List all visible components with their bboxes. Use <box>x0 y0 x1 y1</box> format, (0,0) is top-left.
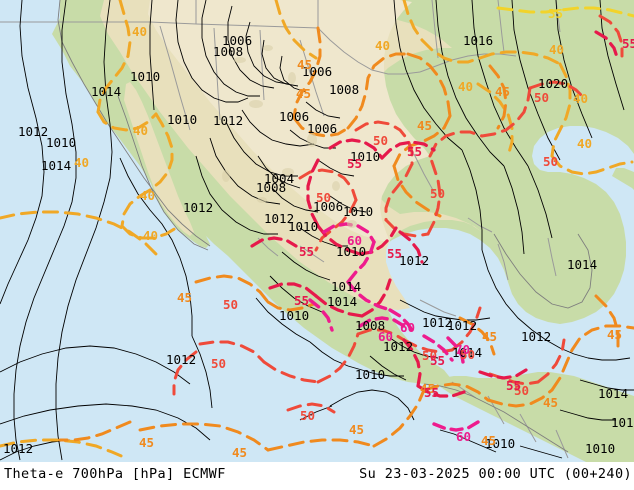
landmass-layer <box>52 0 634 462</box>
terrain-high-elevation <box>148 0 430 242</box>
terrain-baja-sierra <box>124 82 194 236</box>
isobar-contours <box>0 0 634 461</box>
valid-time-label: Su 23-03-2025 00:00 UTC (00+240) <box>359 466 632 482</box>
terrain-detail-speckles <box>222 45 357 228</box>
land-central-america <box>430 372 634 462</box>
thetae-contour-60 <box>308 222 480 432</box>
map-svg <box>0 0 634 462</box>
thetae-contour-35 <box>496 6 634 18</box>
thetae-contour-40 <box>0 0 634 460</box>
land-yucatan <box>494 224 590 306</box>
thetae-contour-45 <box>58 26 634 452</box>
footer-bar: Theta-e 700hPa [hPa] ECMWF Su 23-03-2025… <box>0 462 634 490</box>
land-cuba <box>612 168 634 190</box>
coastline-layer <box>57 0 593 453</box>
map-canvas: 1014 1010 1010 1012 1012 1012 1012 1006 1008 1006… <box>0 0 634 462</box>
chart-title: Theta-e 700hPa [hPa] ECMWF <box>4 466 226 482</box>
